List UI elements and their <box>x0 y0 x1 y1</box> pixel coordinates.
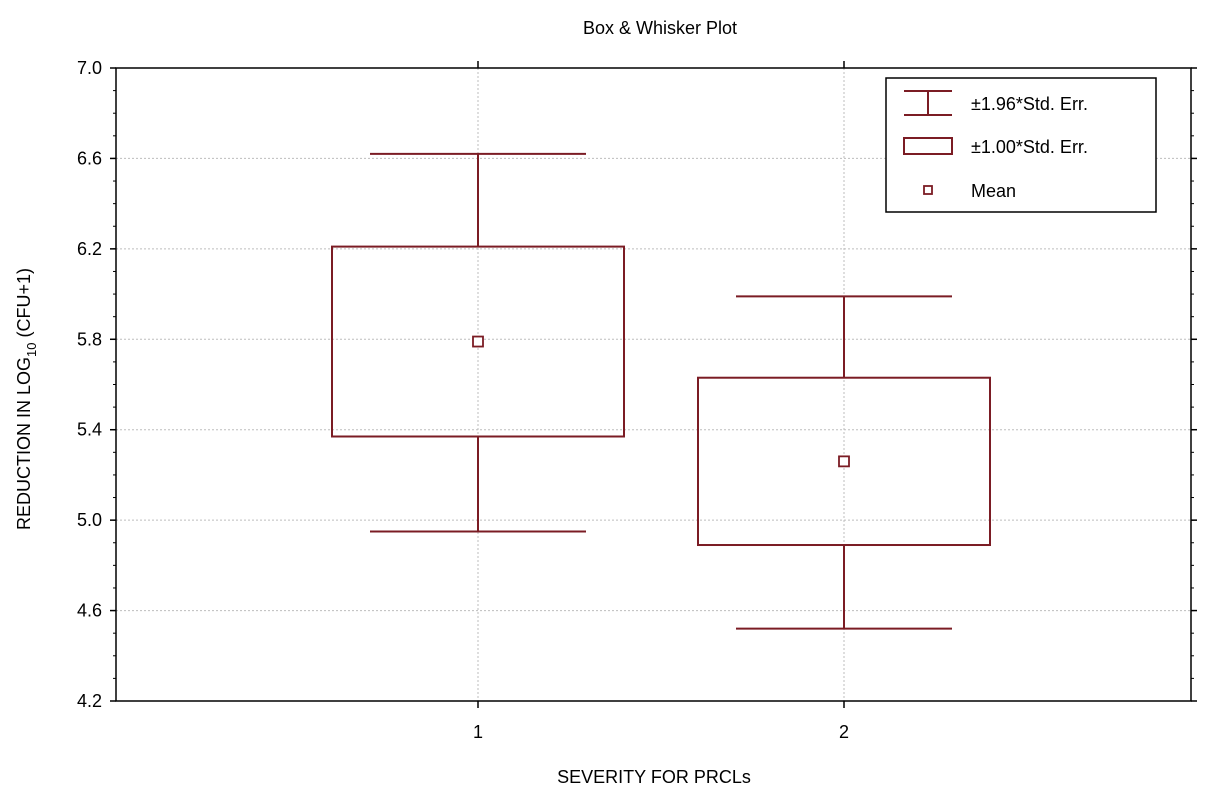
x-tick-label: 2 <box>839 722 849 742</box>
y-tick-label: 4.6 <box>77 601 102 621</box>
mean-marker <box>838 455 850 468</box>
y-tick-label: 5.8 <box>77 329 102 349</box>
y-tick-label: 7.0 <box>77 58 102 78</box>
y-axis-label: REDUCTION IN LOG10 (CFU+1) <box>14 268 39 530</box>
y-tick-label: 6.2 <box>77 239 102 259</box>
y-axis-label-tail: (CFU+1) <box>14 268 34 343</box>
y-tick-label: 5.4 <box>77 420 102 440</box>
chart-title: Box & Whisker Plot <box>583 18 737 38</box>
legend-label: Mean <box>971 181 1016 201</box>
x-tick-label: 1 <box>473 722 483 742</box>
se-box <box>331 245 625 438</box>
y-tick-label: 5.0 <box>77 510 102 530</box>
y-axis-label-main: REDUCTION IN LOG <box>14 357 34 530</box>
y-tick-label: 6.6 <box>77 148 102 168</box>
legend-mean-symbol <box>923 185 933 195</box>
y-axis: 4.2 4.6 5.0 5.4 5.8 6.2 6.6 7.0 <box>77 58 1197 711</box>
mean-marker <box>472 335 484 348</box>
legend: ±1.96*Std. Err. ±1.00*Std. Err. Mean <box>885 77 1157 213</box>
box-series <box>331 152 991 630</box>
se-box <box>697 376 991 547</box>
legend-label: ±1.96*Std. Err. <box>971 94 1088 114</box>
y-tick-label: 4.2 <box>77 691 102 711</box>
y-axis-label-subscript: 10 <box>24 343 39 357</box>
x-axis-label: SEVERITY FOR PRCLs <box>557 767 751 787</box>
legend-box-symbol <box>903 137 953 155</box>
legend-label: ±1.00*Std. Err. <box>971 137 1088 157</box>
